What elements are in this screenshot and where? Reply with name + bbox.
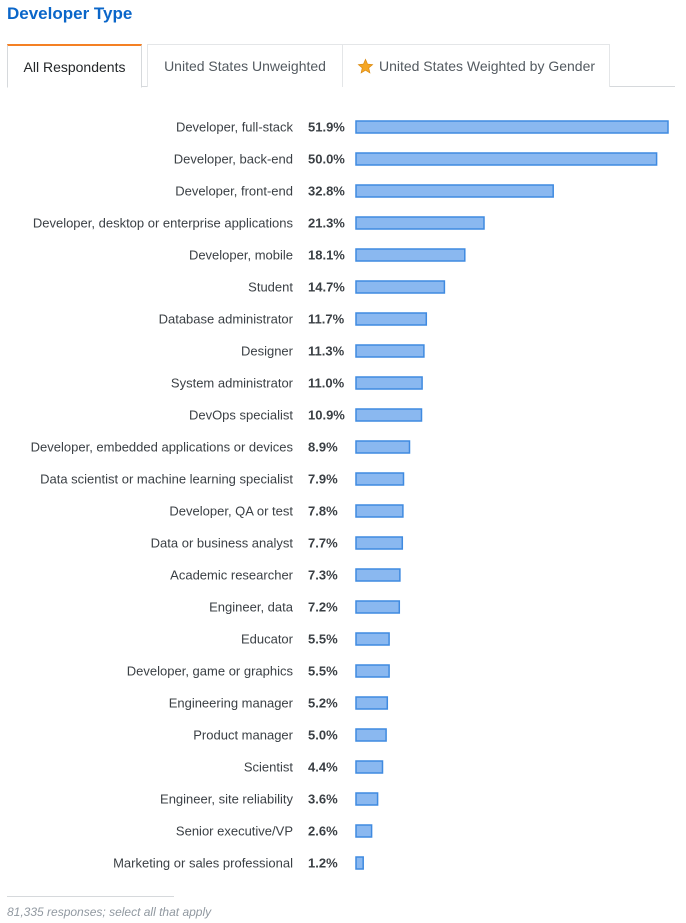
value-label: 50.0% [308, 152, 345, 167]
value-label: 5.5% [308, 664, 338, 679]
value-label: 18.1% [308, 248, 345, 263]
value-label: 32.8% [308, 184, 345, 199]
value-label: 14.7% [308, 280, 345, 295]
value-label: 11.7% [308, 312, 345, 327]
value-label: 51.9% [308, 120, 345, 135]
category-label: Educator [241, 632, 294, 647]
category-label: Academic researcher [170, 568, 293, 583]
bar [355, 504, 404, 518]
value-label: 7.9% [308, 472, 338, 487]
footer-divider [7, 896, 174, 897]
bar [355, 856, 364, 870]
tab-us-unweighted[interactable]: United States Unweighted [147, 44, 343, 87]
bar [355, 792, 379, 806]
bar [355, 440, 411, 454]
value-label: 11.0% [308, 376, 345, 391]
category-label: Developer, embedded applications or devi… [31, 440, 294, 455]
value-label: 5.0% [308, 728, 338, 743]
bar [355, 344, 425, 358]
bar [355, 824, 373, 838]
value-label: 8.9% [308, 440, 338, 455]
bar [355, 312, 428, 326]
value-label: 5.2% [308, 696, 338, 711]
star-icon [357, 58, 374, 74]
bar [355, 216, 485, 230]
tab-us-weighted-by-gender[interactable]: United States Weighted by Gender [342, 44, 610, 87]
category-label: Developer, game or graphics [127, 664, 294, 679]
value-label: 1.2% [308, 856, 338, 871]
category-label: Database administrator [159, 312, 294, 327]
category-label: Developer, front-end [175, 184, 293, 199]
category-label: Developer, back-end [174, 152, 293, 167]
tab-label: All Respondents [23, 58, 126, 75]
bar [355, 376, 423, 390]
category-label: Engineering manager [169, 696, 294, 711]
section-title[interactable]: Developer Type [7, 4, 133, 23]
category-label: Developer, mobile [189, 248, 293, 263]
bar [355, 184, 554, 198]
responses-footnote: 81,335 responses; select all that apply [7, 905, 212, 919]
category-label: Developer, full-stack [176, 120, 294, 135]
value-label: 4.4% [308, 760, 338, 775]
value-label: 11.3% [308, 344, 345, 359]
category-label: Scientist [244, 760, 294, 775]
bar [355, 696, 389, 710]
category-label: Student [248, 280, 293, 295]
tab-label: United States Unweighted [164, 58, 326, 74]
value-label: 10.9% [308, 408, 345, 423]
bar [355, 600, 401, 614]
value-label: 7.7% [308, 536, 338, 551]
category-label: DevOps specialist [189, 408, 293, 423]
tab-label: United States Weighted by Gender [378, 58, 596, 74]
tab-all-respondents[interactable]: All Respondents [7, 44, 142, 88]
category-label: System administrator [171, 376, 294, 391]
category-label: Developer, desktop or enterprise applica… [33, 216, 294, 231]
value-label: 3.6% [308, 792, 338, 807]
bar [355, 568, 401, 582]
category-label: Data or business analyst [151, 536, 294, 551]
category-label: Data scientist or machine learning speci… [40, 472, 293, 487]
category-label: Developer, QA or test [169, 504, 293, 519]
bar [355, 760, 384, 774]
bar [355, 408, 423, 422]
bar [355, 120, 669, 134]
value-label: 7.3% [308, 568, 338, 583]
bar [355, 536, 404, 550]
value-label: 2.6% [308, 824, 338, 839]
bar [355, 664, 390, 678]
category-label: Designer [241, 344, 294, 359]
bar [355, 152, 658, 166]
value-label: 21.3% [308, 216, 345, 231]
bar [355, 632, 390, 646]
bar [355, 248, 466, 262]
category-label: Marketing or sales professional [113, 856, 293, 871]
category-label: Engineer, site reliability [160, 792, 293, 807]
category-label: Engineer, data [209, 600, 294, 615]
bar [355, 728, 387, 742]
category-label: Senior executive/VP [176, 824, 293, 839]
value-label: 7.8% [308, 504, 338, 519]
bar [355, 280, 446, 294]
value-label: 7.2% [308, 600, 338, 615]
category-label: Product manager [193, 728, 293, 743]
tab-bar: All Respondents United States Unweighted… [7, 44, 675, 88]
value-label: 5.5% [308, 632, 338, 647]
bar [355, 472, 405, 486]
